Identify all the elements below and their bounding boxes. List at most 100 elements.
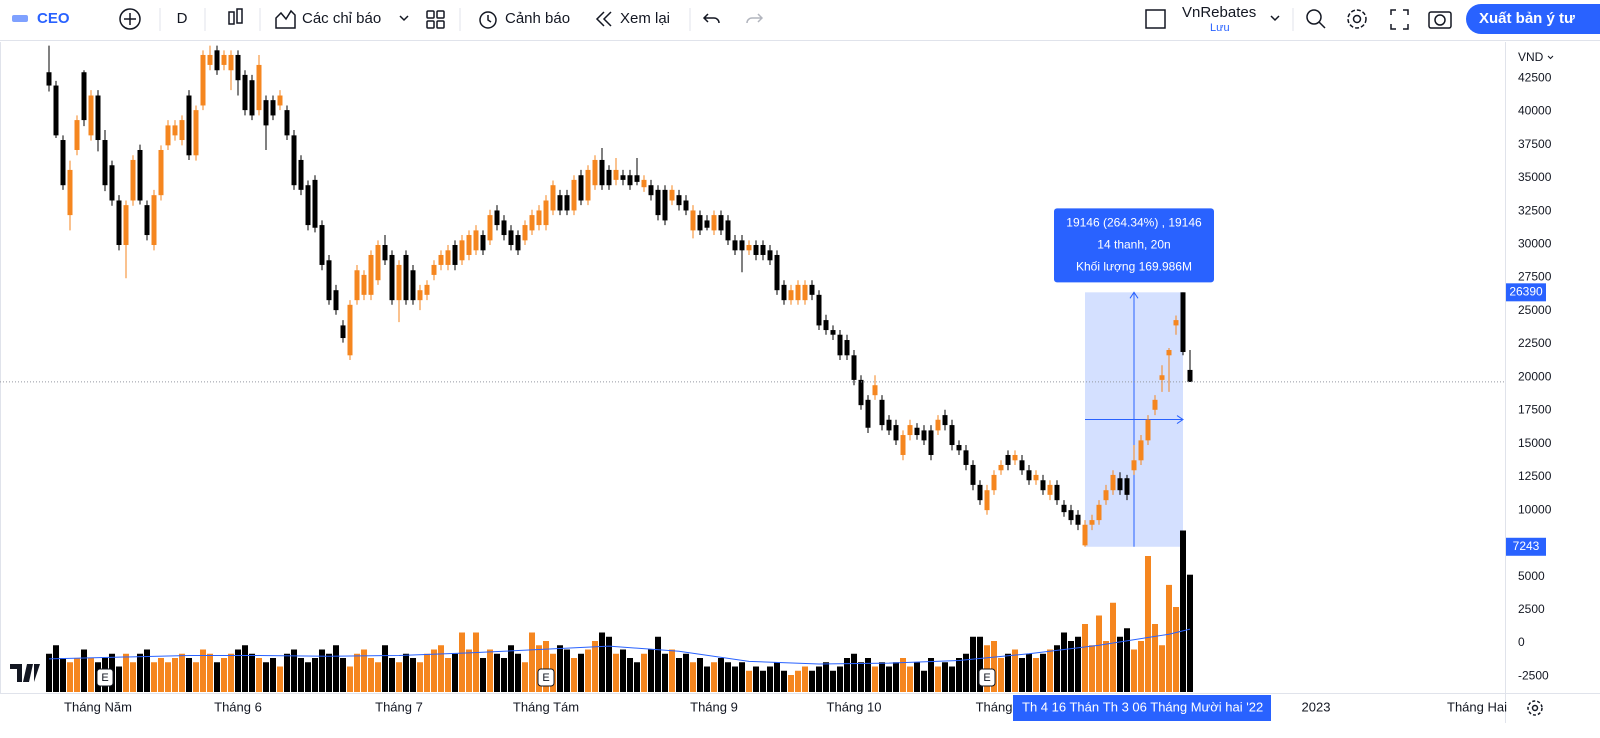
undo[interactable] <box>702 13 720 24</box>
volume-bar <box>767 666 773 692</box>
layout-name: VnRebates <box>1182 4 1256 21</box>
y-tick-label: 17500 <box>1518 403 1552 417</box>
candle-body <box>445 250 451 265</box>
replay-button[interactable]: Xem lại <box>595 10 670 27</box>
candle-body <box>543 200 549 226</box>
candle-body <box>1138 440 1144 461</box>
volume-bar <box>683 653 689 692</box>
y-tick-label: 42500 <box>1518 70 1552 84</box>
indicators-button[interactable]: Các chỉ báo <box>275 9 409 29</box>
candle-body <box>788 290 794 301</box>
fullscreen[interactable] <box>1390 9 1409 30</box>
icon <box>119 8 141 30</box>
volume-bar <box>662 653 668 692</box>
volume-bar <box>1117 636 1123 692</box>
y-tick-label: 22500 <box>1518 336 1552 350</box>
volume-bar <box>515 653 521 692</box>
candle-body <box>1040 480 1046 491</box>
volume-bar <box>914 662 920 692</box>
candle-body <box>620 175 626 180</box>
layout-checkbox[interactable] <box>1145 9 1166 29</box>
candle-body <box>837 334 843 356</box>
interval[interactable]: D <box>177 10 188 27</box>
candle-body <box>1012 454 1018 461</box>
candle-body <box>872 385 878 396</box>
candle-body <box>137 149 143 201</box>
volume-bar <box>494 653 500 692</box>
volume-bar <box>361 649 367 692</box>
candle-body <box>88 95 94 136</box>
candle-body <box>515 235 521 251</box>
y-tick-label: 35000 <box>1518 170 1552 184</box>
candle-body <box>508 230 514 246</box>
y-tick-label: 30000 <box>1518 237 1552 251</box>
layout-menu[interactable]: VnRebates Lưu <box>1182 4 1280 34</box>
candle-body <box>60 140 66 186</box>
volume-bar <box>333 645 339 692</box>
publish-button[interactable]: Xuất bản ý tư <box>1466 4 1600 34</box>
icon <box>399 15 409 22</box>
volume-bar <box>375 662 381 692</box>
currency-chevron <box>1547 55 1554 60</box>
chart-type[interactable] <box>228 8 243 25</box>
measure-text: 14 thanh, 20n <box>1097 237 1170 251</box>
volume-bar <box>837 666 843 692</box>
candle-body <box>263 100 269 126</box>
volume-bar <box>753 666 759 692</box>
y-tick-label: 10000 <box>1518 502 1552 516</box>
volume-bar <box>424 653 430 692</box>
event-marker <box>978 668 996 687</box>
candle-body <box>326 260 332 301</box>
candle-body <box>718 215 724 231</box>
templates[interactable] <box>426 10 445 29</box>
candle-body <box>298 159 304 190</box>
candle-body <box>102 140 108 186</box>
volume-bar <box>438 645 444 692</box>
candle-body <box>165 125 171 146</box>
volume-bar <box>396 662 402 692</box>
volume-bar <box>1180 530 1186 692</box>
candle-body <box>186 95 192 156</box>
candle-body <box>879 399 885 426</box>
volume-bar <box>669 649 675 692</box>
y-tick-label: -2500 <box>1518 668 1549 682</box>
candle-body <box>312 179 318 228</box>
alerts-button[interactable]: Cảnh báo <box>479 10 570 29</box>
redo[interactable] <box>746 13 764 24</box>
candle-body <box>228 54 234 71</box>
candle-body <box>46 72 52 86</box>
volume-bar <box>634 662 640 692</box>
search[interactable] <box>1306 9 1326 29</box>
candle-body <box>963 450 969 465</box>
candle-body <box>221 54 227 65</box>
symbol-button[interactable]: CEO <box>12 10 70 27</box>
volume-bar <box>249 653 255 692</box>
volume-bar <box>179 653 185 692</box>
publish-bg <box>1466 4 1600 34</box>
volume-bar <box>991 641 997 692</box>
add-symbol[interactable] <box>119 8 141 30</box>
volume-bar <box>781 670 787 692</box>
candle-body <box>865 399 871 428</box>
candle-body <box>571 179 577 211</box>
volume-ma-line <box>48 628 1191 665</box>
volume-bar <box>697 658 703 692</box>
volume-bar <box>235 649 241 692</box>
settings-axis[interactable] <box>1527 700 1543 716</box>
candle-body <box>1187 369 1193 382</box>
volume-bar <box>872 666 878 692</box>
volume-bar <box>557 645 563 692</box>
volume-bar <box>403 653 409 692</box>
candle-body <box>991 474 997 491</box>
snapshot[interactable] <box>1428 11 1452 29</box>
candle-body <box>1047 484 1053 495</box>
candle-body <box>410 270 416 301</box>
settings[interactable] <box>1347 9 1367 29</box>
candle-body <box>795 284 801 301</box>
volume-bar <box>928 658 934 692</box>
volume-bar <box>816 666 822 692</box>
icon <box>1352 14 1362 24</box>
candle-body <box>914 427 920 436</box>
volume-bar <box>1096 615 1102 692</box>
volume-bar <box>466 649 472 692</box>
